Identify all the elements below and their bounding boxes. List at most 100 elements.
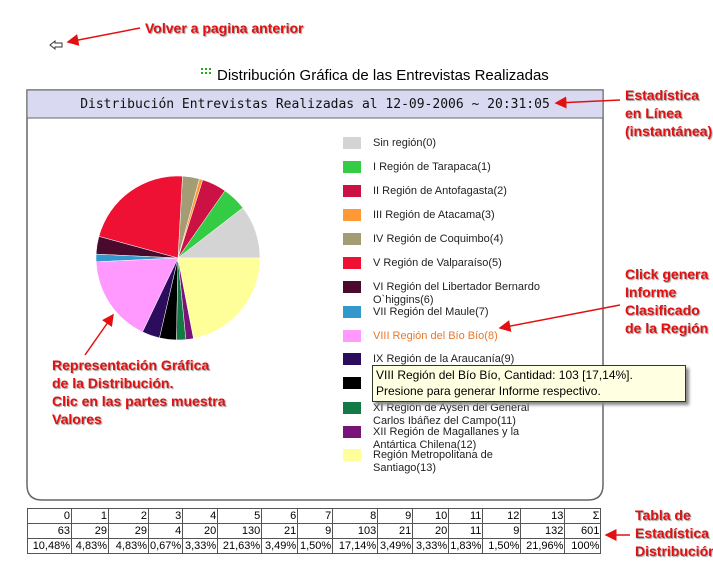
percent-cell: 4,83% (108, 538, 149, 554)
legend-item[interactable]: Región Metropolitana de Santiago(13) (343, 449, 553, 475)
legend-swatch (343, 449, 361, 461)
header-cell: 12 (482, 508, 522, 524)
legend-item[interactable]: II Región de Antofagasta(2) (343, 185, 553, 198)
count-row: 63 29 29 4 20 130 21 9 103 21 20 11 9 132 601 (27, 523, 602, 539)
legend-label: VI Región del Libertador Bernardo O`higg… (373, 281, 540, 306)
annotation-line: de la Distribución. (52, 375, 174, 391)
pie-slice[interactable] (177, 257, 261, 339)
annotation-line: Estadística (635, 525, 709, 541)
panel-header (26, 89, 604, 119)
legend-swatch (343, 353, 361, 365)
pie-slice[interactable] (95, 257, 179, 333)
percent-cell: 0,67% (147, 538, 184, 554)
annotation-line: de la Región (625, 320, 709, 336)
count-cell: 11 (448, 523, 484, 539)
header-cell: 10 (412, 508, 450, 524)
tooltip: VIII Región del Bío Bío, Cantidad: 103 [… (372, 365, 686, 402)
header-cell: 2 (108, 508, 149, 524)
header-cell: 1 (71, 508, 109, 524)
header-cell: 3 (147, 508, 184, 524)
legend-item[interactable]: IX Región de la Araucanía(9) (343, 353, 553, 366)
percent-cell: 100% (564, 538, 602, 554)
legend-label: V Región de Valparaíso(5) (373, 257, 502, 269)
header-cell: 0 (27, 508, 72, 524)
annotation: Volver a pagina anterior (145, 19, 303, 37)
legend-swatch (343, 209, 361, 221)
count-cell: 21 (377, 523, 414, 539)
count-cell: 63 (27, 523, 72, 539)
annotation: Click genera Informe Clasificado de la Regi… (625, 265, 708, 337)
legend-item[interactable]: V Región de Valparaíso(5) (343, 257, 553, 270)
percent-cell: 3,33% (412, 538, 450, 554)
legend-swatch (343, 161, 361, 173)
legend-swatch (343, 306, 361, 318)
percent-cell: 3,33% (182, 538, 219, 554)
legend-label: III Región de Atacama(3) (373, 209, 495, 221)
annotation-line: Distribución (635, 543, 713, 559)
annotation-line: Valores (52, 411, 102, 427)
title-icon (201, 68, 211, 74)
percent-cell: 1,50% (482, 538, 522, 554)
annotation-line: en Línea (625, 105, 682, 121)
header-cell: 5 (217, 508, 263, 524)
legend-label: VII Región del Maule(7) (373, 306, 489, 318)
percent-cell: 1,83% (448, 538, 484, 554)
header-cell: 11 (448, 508, 484, 524)
legend-swatch (343, 185, 361, 197)
pie[interactable] (95, 175, 261, 341)
legend-swatch (343, 257, 361, 269)
count-cell: 103 (332, 523, 379, 539)
annotation-line: (instantánea) (625, 123, 713, 139)
count-cell: 9 (482, 523, 522, 539)
legend-label: Sin región(0) (373, 137, 436, 149)
count-cell: 130 (217, 523, 263, 539)
tooltip-line: VIII Región del Bío Bío, Cantidad: 103 [… (376, 368, 633, 382)
legend-label: Región Metropolitana de Santiago(13) (373, 449, 493, 474)
legend-swatch (343, 281, 361, 293)
legend-item[interactable]: VII Región del Maule(7) (343, 306, 553, 319)
legend-label: XII Región de Magallanes y la Antártica … (373, 426, 520, 451)
percent-cell: 1,50% (297, 538, 334, 554)
arrows (66, 27, 630, 541)
legend-item[interactable]: Sin región(0) (343, 137, 553, 150)
percent-cell: 21,63% (217, 538, 263, 554)
header-cell: 9 (377, 508, 414, 524)
count-cell: 9 (297, 523, 334, 539)
legend-item[interactable]: XI Región de Aysén del General Carlos Ib… (343, 402, 553, 428)
header-cell: 6 (261, 508, 299, 524)
annotation-line: Tabla de (635, 507, 691, 523)
header-row: 0 1 2 3 4 5 6 7 8 9 10 11 12 13 Σ (27, 508, 602, 524)
legend-label: XI Región de Aysén del General Carlos Ib… (373, 402, 530, 427)
percent-cell: 21,96% (520, 538, 566, 554)
percent-cell: 3,49% (377, 538, 414, 554)
stats-table: 0 1 2 3 4 5 6 7 8 9 10 11 12 13 Σ 63 29 29 4 20 130 21 9 103 21 2… (27, 508, 602, 554)
annotation-line: Estadística (625, 87, 699, 103)
legend-item[interactable]: VI Región del Libertador Bernardo O`higg… (343, 281, 553, 307)
legend-item[interactable]: IV Región de Coquimbo(4) (343, 233, 553, 246)
tooltip-line: Presione para generar Informe respectivo… (376, 384, 601, 398)
percent-cell: 17,14% (332, 538, 379, 554)
legend-item[interactable]: VIII Región del Bío Bío(8) (343, 330, 553, 343)
count-cell: 21 (261, 523, 299, 539)
legend-swatch (343, 137, 361, 149)
legend-label: IX Región de la Araucanía(9) (373, 353, 515, 365)
percent-cell: 10,48% (27, 538, 72, 554)
header-cell: 13 (520, 508, 566, 524)
annotation: Tabla de Estadística Distribución (635, 506, 713, 560)
annotation-line: Representación Gráfica (52, 357, 210, 373)
legend-item[interactable]: III Región de Atacama(3) (343, 209, 553, 222)
legend-label: I Región de Tarapaca(1) (373, 161, 491, 173)
pie-slice[interactable] (98, 175, 183, 259)
header-cell: 4 (182, 508, 219, 524)
legend-item[interactable]: XII Región de Magallanes y la Antártica … (343, 426, 553, 452)
count-cell: 29 (108, 523, 149, 539)
back-icon[interactable] (49, 39, 63, 51)
legend-item[interactable]: I Región de Tarapaca(1) (343, 161, 553, 174)
page-title[interactable]: Distribución Gráfica de las Entrevistas … (217, 67, 549, 84)
annotation-line: Clic en las partes muestra (52, 393, 226, 409)
header-cell: 8 (332, 508, 379, 524)
legend-label: VIII Región del Bío Bío(8) (373, 330, 498, 342)
legend-swatch (343, 426, 361, 438)
